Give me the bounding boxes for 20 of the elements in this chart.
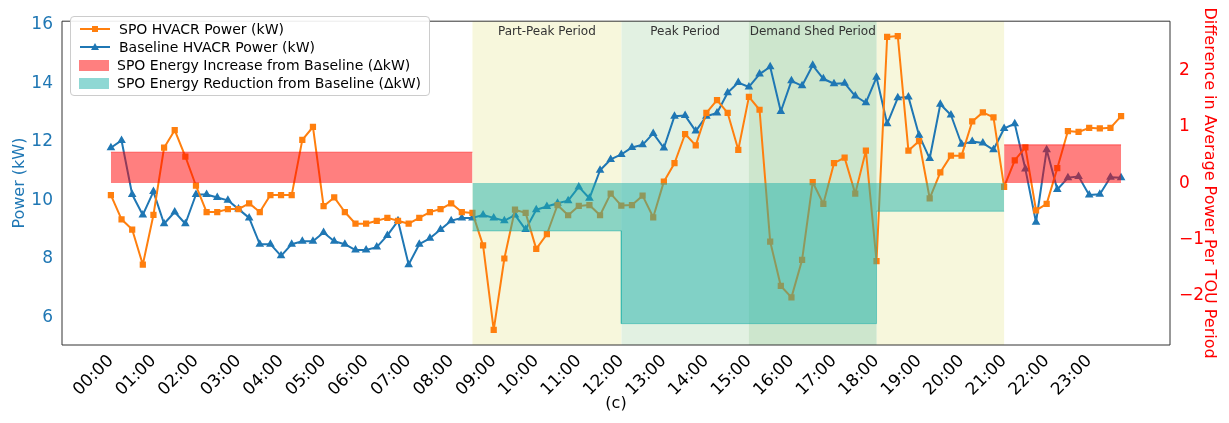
y-tick-label: 6: [42, 305, 53, 326]
band-label: Demand Shed Period: [749, 24, 876, 39]
y2-tick-label: 1: [1179, 115, 1190, 136]
y-tick-label: 12: [31, 130, 53, 151]
y2-tick-label: 2: [1179, 59, 1190, 80]
y-tick-label: 10: [31, 188, 53, 209]
y2-tick-label: −2: [1179, 283, 1205, 304]
y2-tick-label: 0: [1179, 171, 1190, 192]
legend-label: SPO Energy Reduction from Baseline (ΔkW): [117, 74, 421, 92]
band-label: Peak Period: [650, 24, 720, 39]
y-tick-label: 16: [31, 13, 53, 34]
y-axis-title: Power (kW): [8, 137, 28, 229]
legend-label: SPO Energy Increase from Baseline (ΔkW): [117, 56, 411, 74]
band-label: Part-Peak Period: [498, 24, 596, 39]
legend-label: Baseline HVACR Power (kW): [119, 38, 315, 56]
legend-label: SPO HVACR Power (kW): [119, 20, 284, 38]
y2-tick-label: −1: [1179, 227, 1205, 248]
x-axis-title: (c): [605, 392, 627, 412]
y-tick-label: 8: [42, 247, 53, 268]
y-tick-label: 14: [31, 71, 53, 92]
